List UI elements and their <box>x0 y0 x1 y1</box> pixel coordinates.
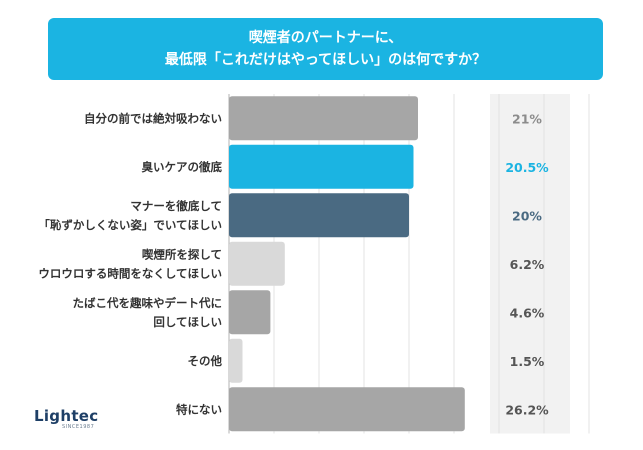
bar <box>229 96 418 141</box>
category-label: 自分の前では絶対吸わない <box>84 111 222 125</box>
category-label: 臭いケアの徹底 <box>142 160 223 174</box>
chart-title-line-2: 最低限「これだけはやってほしい」のは何ですか？ <box>164 52 487 68</box>
value-label: 26.2% <box>505 402 549 417</box>
bar <box>229 338 243 383</box>
value-label: 20.5% <box>505 160 549 175</box>
value-label: 1.5% <box>510 354 545 369</box>
bar <box>229 241 285 286</box>
bar <box>229 387 465 432</box>
value-column-background <box>490 94 570 434</box>
value-label: 21% <box>512 111 542 126</box>
category-label: 特にない <box>176 402 222 416</box>
value-label: 4.6% <box>510 305 545 320</box>
bar <box>229 144 414 189</box>
chart-title-line-1: 喫煙者のパートナーに、 <box>248 30 403 46</box>
category-label: マナーを徹底して「恥ずかしくない姿」でいてほしい <box>38 199 222 232</box>
bar <box>229 193 409 238</box>
bar <box>229 290 271 335</box>
category-label: たばこ代を趣味やデート代に回してほしい <box>73 296 223 329</box>
logo-text: Lightec <box>34 407 99 425</box>
lightec-logo: Lightec SINCE1987 <box>34 408 114 434</box>
logo-subtext: SINCE1987 <box>62 424 95 430</box>
category-label: その他 <box>188 354 223 368</box>
value-label: 20% <box>512 208 542 223</box>
chart-title: 喫煙者のパートナーに、 最低限「これだけはやってほしい」のは何ですか？ <box>48 18 603 80</box>
category-label: 喫煙所を探してウロウロする時間をなくしてほしい <box>38 247 222 280</box>
value-label: 6.2% <box>510 257 545 272</box>
